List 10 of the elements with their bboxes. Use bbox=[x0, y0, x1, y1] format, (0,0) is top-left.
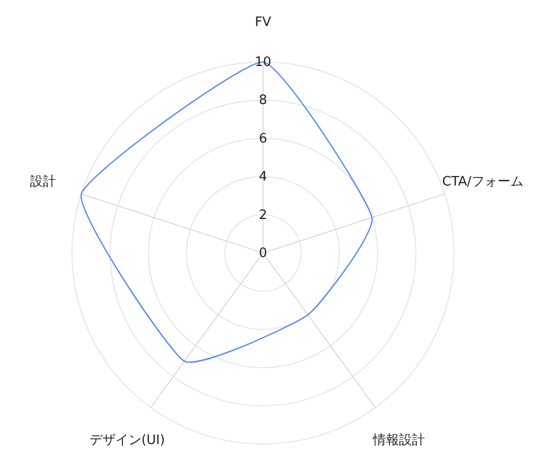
y-tick-label: 2 bbox=[258, 208, 268, 223]
spoke-label: 設計 bbox=[30, 174, 56, 190]
y-tick-label: 6 bbox=[258, 131, 268, 146]
y-tick-label: 0 bbox=[258, 246, 268, 261]
y-tick-label: 8 bbox=[258, 93, 268, 108]
spoke-label: デザイン(UI) bbox=[89, 432, 165, 448]
spoke-label: FV bbox=[254, 14, 272, 30]
spoke-label: CTA/フォーム bbox=[442, 174, 524, 190]
spoke-label: 情報設計 bbox=[372, 432, 425, 448]
y-tick-label: 4 bbox=[258, 170, 268, 185]
